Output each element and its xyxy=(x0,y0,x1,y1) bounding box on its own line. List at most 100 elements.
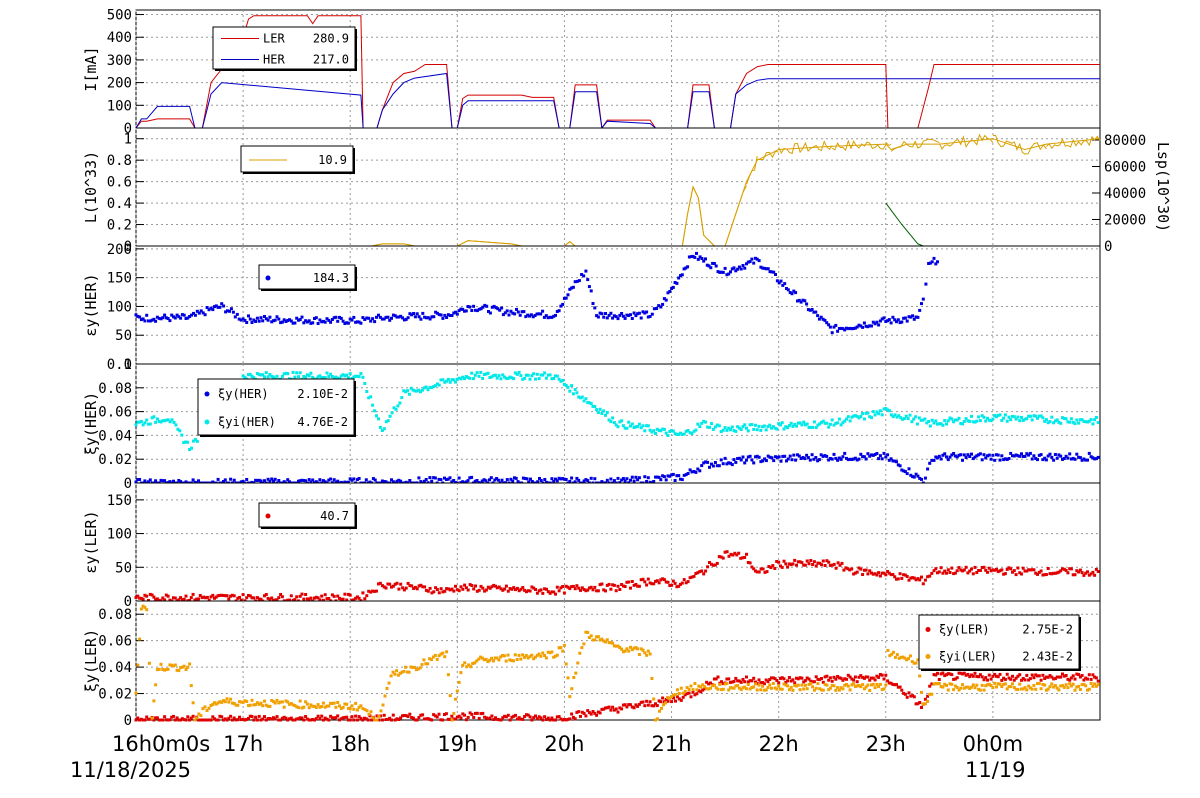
data-point xyxy=(595,713,599,717)
data-point xyxy=(675,281,679,285)
data-point xyxy=(136,314,140,318)
data-point xyxy=(323,480,327,484)
data-point xyxy=(607,641,611,645)
data-point xyxy=(523,588,527,592)
data-point xyxy=(968,455,972,458)
data-point xyxy=(461,663,465,667)
data-point xyxy=(852,457,856,461)
data-point xyxy=(259,373,263,377)
data-point xyxy=(796,453,799,457)
data-point xyxy=(991,417,995,421)
data-point xyxy=(320,594,324,598)
data-point xyxy=(168,319,172,323)
data-point xyxy=(868,678,872,682)
data-point xyxy=(452,589,456,593)
data-point xyxy=(304,319,308,323)
data-point xyxy=(517,589,521,593)
data-point xyxy=(712,262,716,265)
data-point xyxy=(501,588,505,592)
data-point xyxy=(970,414,973,418)
data-point xyxy=(864,568,868,572)
data-point xyxy=(311,375,315,379)
data-point xyxy=(230,718,234,722)
data-point xyxy=(662,297,666,301)
data-point xyxy=(705,263,709,267)
data-point xyxy=(636,312,640,316)
data-point xyxy=(417,315,421,319)
data-point xyxy=(709,686,712,690)
data-point xyxy=(788,291,792,294)
data-point xyxy=(1069,457,1073,461)
legend-swatch xyxy=(265,275,271,281)
data-point xyxy=(817,458,821,462)
data-point xyxy=(1048,420,1052,424)
data-point xyxy=(713,425,717,429)
data-point xyxy=(612,421,616,425)
data-point xyxy=(598,407,602,411)
data-point xyxy=(1093,675,1097,679)
data-point xyxy=(812,457,816,461)
data-point xyxy=(369,319,373,323)
data-point xyxy=(157,316,161,320)
data-point xyxy=(946,419,950,423)
data-point xyxy=(637,311,641,315)
data-point xyxy=(716,270,720,274)
data-point xyxy=(962,671,966,675)
data-point xyxy=(399,314,403,318)
data-point xyxy=(159,478,163,482)
series-noise xyxy=(778,140,833,155)
data-point xyxy=(309,371,313,375)
data-point xyxy=(866,683,870,687)
data-point xyxy=(420,388,424,392)
data-point xyxy=(961,569,964,573)
data-point xyxy=(486,371,490,375)
data-point xyxy=(1044,573,1048,576)
data-point xyxy=(286,718,290,722)
data-point xyxy=(657,581,661,585)
data-point xyxy=(543,478,547,481)
data-point xyxy=(930,418,934,422)
data-point xyxy=(679,582,682,586)
data-point xyxy=(741,677,745,681)
data-point xyxy=(321,718,325,722)
data-point xyxy=(690,575,694,579)
data-point xyxy=(1002,416,1006,420)
data-point xyxy=(818,422,822,426)
y-tick-label: 100 xyxy=(107,299,132,315)
data-point xyxy=(857,684,861,687)
data-point xyxy=(147,717,150,721)
data-point xyxy=(737,456,741,460)
data-point xyxy=(202,718,206,722)
legend-swatch xyxy=(204,391,210,397)
data-point xyxy=(320,705,324,708)
data-point xyxy=(888,409,891,413)
data-point xyxy=(704,420,708,424)
data-point xyxy=(188,448,192,451)
data-point xyxy=(627,649,631,653)
data-point xyxy=(936,260,939,264)
data-point xyxy=(439,652,443,656)
data-point xyxy=(878,454,882,458)
data-point xyxy=(559,717,563,721)
data-point xyxy=(479,712,483,716)
data-point xyxy=(330,375,334,378)
data-point xyxy=(172,596,175,600)
data-point xyxy=(300,315,304,319)
data-point xyxy=(1084,420,1088,424)
data-point xyxy=(796,299,799,303)
data-point xyxy=(982,678,986,682)
data-point xyxy=(1030,673,1034,677)
data-point xyxy=(222,480,225,483)
data-point xyxy=(770,456,774,460)
data-point xyxy=(1078,456,1082,460)
data-point xyxy=(627,580,631,584)
data-point xyxy=(680,478,684,482)
data-point xyxy=(723,682,727,686)
data-point xyxy=(557,309,561,313)
data-point xyxy=(309,480,313,484)
data-point xyxy=(234,718,238,722)
data-point xyxy=(568,717,572,721)
data-point xyxy=(452,711,456,715)
data-point xyxy=(819,453,823,457)
data-point xyxy=(220,593,224,597)
